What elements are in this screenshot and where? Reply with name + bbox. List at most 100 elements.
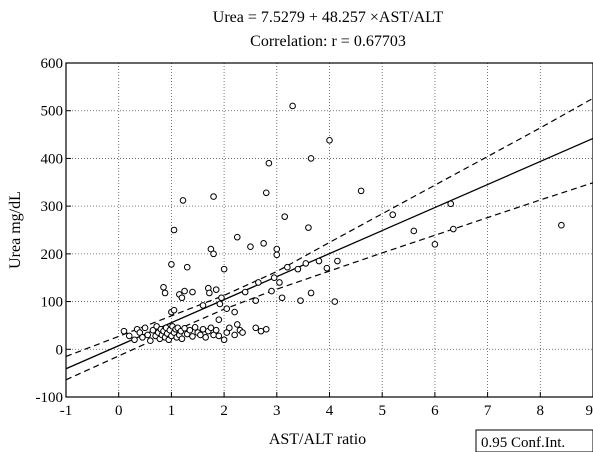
data-point [210,250,217,258]
y-tick-label: 600 [41,56,64,72]
data-point [297,297,304,304]
data-point [255,279,262,286]
data-point [315,257,323,265]
data-point [289,102,296,110]
data-point [139,334,146,341]
confidence-band-layer [65,97,593,381]
x-tick-label: 6 [431,403,439,419]
y-tick-label: 200 [41,247,64,263]
data-point [233,321,241,328]
data-point [262,189,270,197]
data-point [223,305,231,313]
y-tick-label: 400 [41,151,64,167]
data-point [276,279,283,286]
data-point [147,337,154,344]
data-point [141,324,149,332]
y-tick-label: -100 [36,390,64,406]
data-point [252,297,260,304]
data-point [212,286,220,293]
data-point [294,265,302,273]
y-tick-label: 0 [56,342,64,358]
y-tick-label: 300 [41,199,64,215]
data-point [144,331,151,339]
data-point [334,257,341,265]
y-axis-label: Urea mg/dL [7,191,24,269]
data-point [212,326,220,334]
data-point [197,331,204,339]
data-point [231,308,238,316]
x-axis-ticks: -1 0 1 2 3 4 5 6 7 8 9 [60,392,593,419]
data-point [178,335,186,343]
data-point [307,289,315,297]
data-point [305,224,312,231]
legend: 0.95 Conf.Int. [475,429,593,452]
data-point [331,298,339,305]
data-point [273,245,281,253]
data-point [183,263,191,271]
data-point [268,287,275,295]
x-tick-label: 3 [273,403,281,419]
data-point [247,243,254,250]
data-point [206,289,213,297]
data-point [260,240,267,247]
data-point [307,155,315,162]
grid-layer [66,63,593,397]
y-tick-label: 500 [41,104,64,120]
x-tick-label: 8 [537,403,545,419]
data-point [202,334,209,341]
data-point [281,213,289,220]
y-tick-label: 100 [41,295,64,311]
data-point [220,265,228,273]
data-point [226,324,233,332]
data-point [323,264,331,272]
data-point [262,325,270,333]
data-point [231,331,238,339]
chart-title: Urea = 7.5279 + 48.257 ×AST/ALT [213,9,444,26]
data-point [252,324,260,332]
confidence-band-lower [65,182,593,381]
legend-label: 0.95 Conf.Int. [481,435,565,451]
x-axis-label: AST/ALT ratio [269,431,366,448]
data-point [389,211,397,219]
data-point [431,241,439,248]
data-point [278,294,286,302]
data-point [216,300,224,308]
data-point [326,136,333,144]
data-point [284,263,291,271]
data-point [149,326,157,334]
x-tick-label: -1 [60,403,73,419]
data-point [210,193,217,200]
data-point [178,294,186,302]
data-point [160,283,167,291]
data-point [181,287,188,295]
data-point [265,159,273,167]
data-point [170,306,178,314]
data-point [181,324,188,332]
data-point [302,260,310,267]
data-points-layer [120,102,565,344]
data-point [207,324,215,332]
x-tick-label: 4 [326,403,334,419]
x-tick-label: 5 [378,403,386,419]
x-tick-label: 2 [220,403,228,419]
data-point [170,226,178,234]
data-point [410,227,418,235]
data-point [189,333,196,340]
data-point [233,233,241,241]
data-point [273,251,281,259]
y-axis-ticks: -100 0 100 200 300 400 500 600 [36,56,71,406]
data-point [357,187,365,195]
data-point [199,325,207,333]
data-point [558,221,565,229]
plot-frame [65,62,593,398]
confidence-band-upper [65,97,593,358]
legend-box [475,429,593,452]
chart-subtitle: Correlation: r = 0.67703 [250,33,406,50]
data-point [257,327,265,335]
x-tick-label: 9 [586,403,593,419]
data-point [218,294,225,302]
data-point [215,316,223,324]
data-point [189,288,196,296]
data-point [179,197,187,204]
